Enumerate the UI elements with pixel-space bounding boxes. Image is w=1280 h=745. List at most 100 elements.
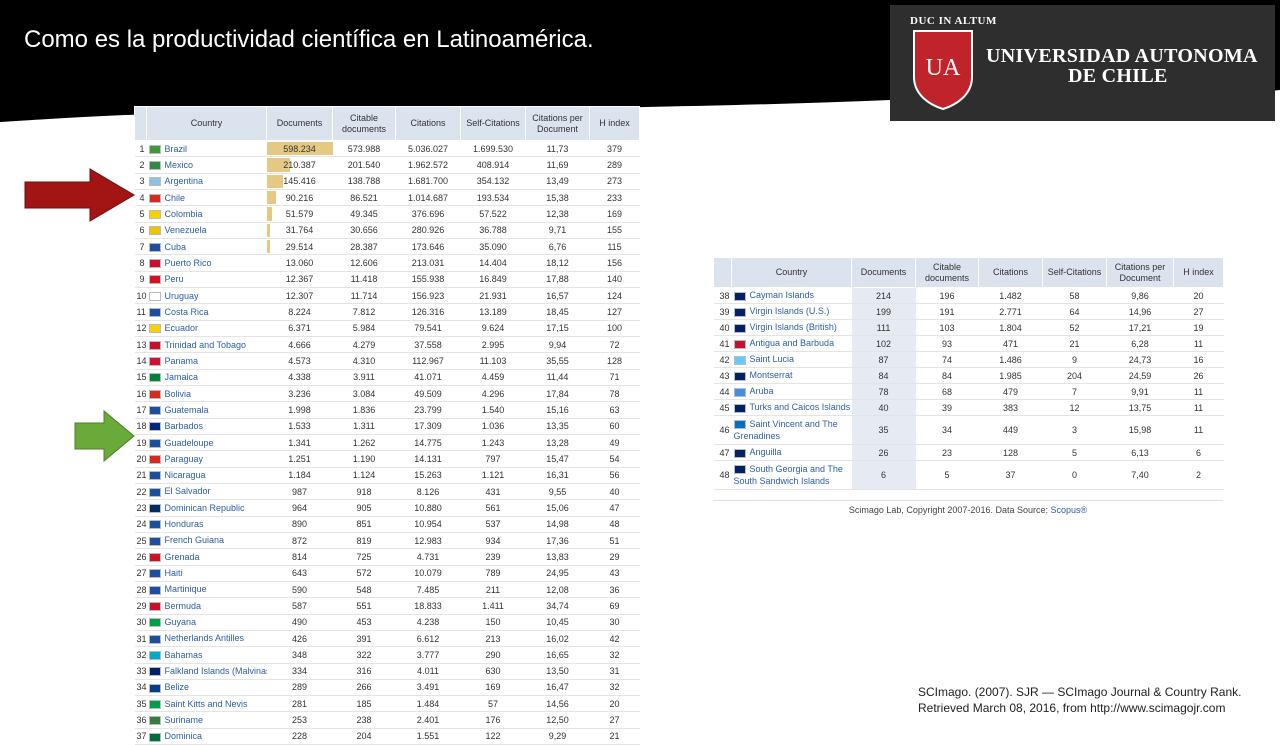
country-link[interactable]: Peru [164, 274, 184, 285]
country-link[interactable]: Netherlands Antilles [164, 633, 245, 644]
header-h-index[interactable]: H index [1173, 257, 1224, 288]
country-link[interactable]: Nicaragua [164, 470, 206, 481]
country-link[interactable]: Brazil [164, 143, 188, 154]
header-citable-documents[interactable]: Citable documents [915, 257, 979, 288]
country-link[interactable]: Bahamas [164, 649, 203, 660]
country-cell[interactable]: Saint Lucia [731, 351, 852, 368]
country-link[interactable]: Virgin Islands (U.S.) [749, 306, 830, 317]
country-link[interactable]: South Georgia and The South Sandwich Isl… [733, 464, 843, 486]
country-link[interactable]: Suriname [164, 715, 204, 726]
country-link[interactable]: Barbados [164, 421, 204, 432]
country-cell[interactable]: Montserrat [731, 367, 852, 384]
country-cell[interactable]: Venezuela [146, 222, 267, 239]
header-citations-per-document[interactable]: Citations per Document [1106, 257, 1174, 288]
country-cell[interactable]: Bermuda [146, 597, 267, 615]
country-cell[interactable]: Uruguay [146, 287, 267, 305]
country-cell[interactable]: Ecuador [146, 320, 267, 337]
country-cell[interactable]: Colombia [146, 205, 267, 223]
country-cell[interactable]: Turks and Caicos Islands [731, 399, 852, 416]
country-cell[interactable]: Nicaragua [146, 467, 267, 484]
country-cell[interactable]: Puerto Rico [146, 254, 267, 272]
country-cell[interactable]: Costa Rica [146, 303, 267, 321]
country-cell[interactable]: Virgin Islands (British) [731, 319, 852, 336]
country-link[interactable]: Dominica [164, 731, 203, 742]
country-link[interactable]: Haiti [164, 568, 183, 579]
country-cell[interactable]: Aruba [731, 383, 852, 400]
country-cell[interactable]: Barbados [146, 418, 267, 435]
country-cell[interactable]: Falkland Islands (Malvinas) [146, 663, 267, 680]
country-link[interactable]: Mexico [164, 159, 194, 170]
country-link[interactable]: Bolivia [164, 388, 192, 399]
country-cell[interactable]: Cayman Islands [731, 287, 852, 304]
country-link[interactable]: Cuba [164, 241, 187, 252]
country-cell[interactable]: Panama [146, 352, 267, 370]
header-h-index[interactable]: H index [589, 106, 640, 141]
country-cell[interactable]: Saint Kitts and Nevis [146, 695, 267, 713]
country-cell[interactable]: Trinidad and Tobago [146, 336, 267, 354]
country-cell[interactable]: Antigua and Barbuda [731, 335, 852, 352]
country-link[interactable]: Virgin Islands (British) [749, 322, 837, 333]
country-link[interactable]: Aruba [749, 386, 774, 397]
country-cell[interactable]: South Georgia and The South Sandwich Isl… [731, 460, 852, 490]
country-link[interactable]: Argentina [164, 176, 204, 187]
country-cell[interactable]: Bahamas [146, 646, 267, 664]
country-cell[interactable]: French Guiana [146, 532, 267, 550]
footer-scopus-link[interactable]: Scopus® [1050, 505, 1088, 515]
country-link[interactable]: Venezuela [164, 225, 207, 236]
country-link[interactable]: Bermuda [164, 600, 202, 611]
country-link[interactable]: Paraguay [164, 453, 204, 464]
country-cell[interactable]: Jamaica [146, 369, 267, 386]
header-self-citations[interactable]: Self-Citations [460, 106, 526, 141]
country-cell[interactable]: Mexico [146, 156, 267, 174]
country-cell[interactable]: Peru [146, 271, 267, 288]
country-link[interactable]: Honduras [164, 519, 204, 530]
country-cell[interactable]: Anguilla [731, 444, 852, 461]
country-cell[interactable]: Chile [146, 189, 267, 207]
header-citations-per-document[interactable]: Citations per Document [525, 106, 590, 141]
country-cell[interactable]: Netherlands Antilles [146, 630, 267, 648]
country-link[interactable]: Martinique [164, 584, 207, 595]
country-link[interactable]: Falkland Islands (Malvinas) [164, 666, 267, 677]
country-link[interactable]: Saint Vincent and The Grenadines [733, 419, 838, 441]
country-link[interactable]: Dominican Republic [164, 502, 245, 513]
header-country[interactable]: Country [146, 106, 267, 141]
country-link[interactable]: Chile [164, 192, 186, 203]
country-link[interactable]: Costa Rica [164, 306, 209, 317]
country-link[interactable]: Uruguay [164, 290, 199, 301]
header-citations[interactable]: Citations [395, 106, 461, 141]
country-cell[interactable]: Bolivia [146, 385, 267, 403]
country-link[interactable]: Anguilla [749, 447, 782, 458]
country-cell[interactable]: Haiti [146, 565, 267, 582]
country-link[interactable]: Guadeloupe [164, 437, 214, 448]
country-cell[interactable]: Belize [146, 679, 267, 697]
header-documents[interactable]: Documents [851, 257, 916, 288]
country-cell[interactable]: El Salvador [146, 483, 267, 501]
country-cell[interactable]: Cuba [146, 238, 267, 256]
country-link[interactable]: Saint Kitts and Nevis [164, 698, 248, 709]
country-link[interactable]: Guatemala [164, 404, 209, 415]
country-cell[interactable]: Saint Vincent and The Grenadines [731, 415, 852, 445]
country-link[interactable]: El Salvador [164, 486, 211, 497]
country-link[interactable]: Panama [164, 355, 199, 366]
country-link[interactable]: Belize [164, 682, 190, 693]
country-cell[interactable]: Guatemala [146, 401, 267, 419]
country-link[interactable]: Ecuador [164, 323, 199, 334]
header-citations[interactable]: Citations [978, 257, 1043, 288]
country-cell[interactable]: Grenada [146, 548, 267, 566]
header-country[interactable]: Country [731, 257, 852, 288]
header-self-citations[interactable]: Self-Citations [1042, 257, 1107, 288]
header-documents[interactable]: Documents [266, 106, 333, 141]
country-link[interactable]: Montserrat [749, 370, 793, 381]
country-link[interactable]: French Guiana [164, 535, 225, 546]
country-cell[interactable]: Argentina [146, 173, 267, 190]
country-cell[interactable]: Brazil [146, 140, 267, 158]
country-cell[interactable]: Guyana [146, 614, 267, 631]
country-cell[interactable]: Virgin Islands (U.S.) [731, 303, 852, 320]
country-link[interactable]: Antigua and Barbuda [749, 338, 835, 349]
country-cell[interactable]: Martinique [146, 581, 267, 599]
country-cell[interactable]: Paraguay [146, 450, 267, 468]
header-citable-documents[interactable]: Citable documents [332, 106, 396, 141]
country-link[interactable]: Cayman Islands [749, 290, 815, 301]
country-cell[interactable]: Guadeloupe [146, 434, 267, 452]
country-link[interactable]: Puerto Rico [164, 257, 212, 268]
